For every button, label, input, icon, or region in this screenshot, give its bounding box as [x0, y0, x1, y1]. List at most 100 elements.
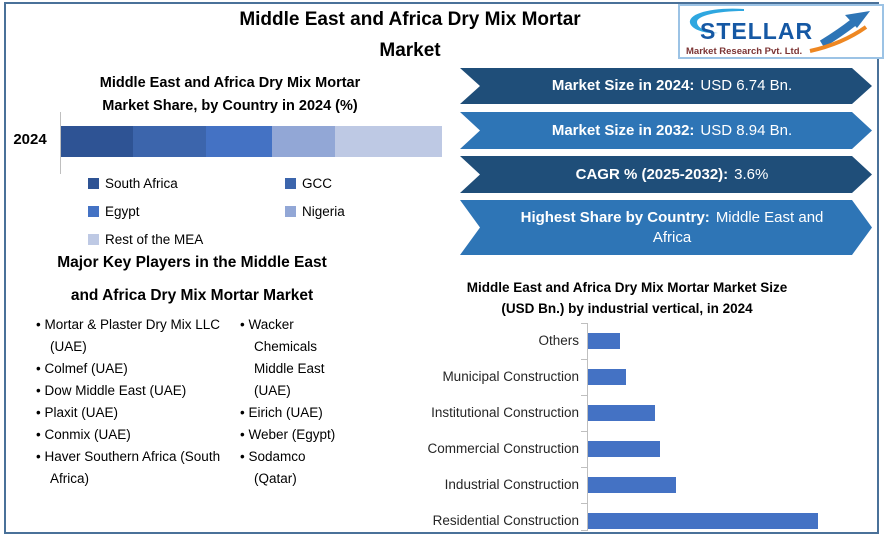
bar — [588, 513, 818, 529]
hbar-chart-title-line2: (USD Bn.) by industrial vertical, in 202… — [501, 301, 753, 316]
page-title-line2: Market — [379, 40, 441, 61]
axis-tick — [581, 530, 588, 531]
stat-banner-text: CAGR % (2025-2032): 3.6% — [576, 165, 769, 185]
logo-subtitle-text: Market Research Pvt. Ltd. — [686, 46, 802, 57]
legend-item: Rest of the MEA — [88, 232, 285, 247]
stat-label: Market Size in 2032: — [551, 121, 695, 139]
stat-value: Middle East and Africa — [652, 209, 824, 246]
hbar-rows: Others Municipal Construction Institutiona… — [373, 323, 881, 539]
legend-swatch-icon — [88, 177, 99, 189]
bar-area — [587, 395, 881, 431]
legend-swatch-icon — [88, 205, 99, 217]
page-title: Middle East and Africa Dry Mix Mortar Ma… — [100, 4, 720, 66]
axis-tick — [581, 467, 588, 468]
bar-row: Commercial Construction — [373, 431, 881, 467]
key-player-item: Plaxit (UAE) — [22, 402, 222, 424]
stat-banner-text: Highest Share by Country: Middle East and… — [500, 208, 844, 247]
stat-label: Market Size in 2024: — [551, 77, 695, 95]
stat-banner-market-size-2024: Market Size in 2024: USD 6.74 Bn. — [460, 68, 872, 104]
legend-swatch-icon — [285, 205, 296, 217]
stat-label: Highest Share by Country: — [520, 209, 710, 226]
key-players-col2: Wacker Chemicals Middle East (UAE)Eirich… — [226, 314, 352, 490]
legend-item: Nigeria — [285, 204, 425, 219]
stacked-chart-title-line2: Market Share, by Country in 2024 (%) — [102, 98, 358, 114]
logo-orange-swoosh — [809, 25, 868, 53]
page-title-line1: Middle East and Africa Dry Mix Mortar — [239, 9, 581, 30]
bar-area — [587, 431, 881, 467]
legend-item: Egypt — [88, 204, 285, 219]
stat-value: USD 8.94 Bn. — [700, 121, 793, 139]
stacked-chart-title: Middle East and Africa Dry Mix Mortar Ma… — [40, 72, 420, 118]
bar-area — [587, 503, 881, 539]
stat-value: 3.6% — [734, 165, 769, 183]
bar-row: Institutional Construction — [373, 395, 881, 431]
key-player-item: Eirich (UAE) — [226, 402, 352, 424]
stacked-legend: South Africa GCC Egypt Nigeria Rest of the M… — [88, 169, 425, 253]
legend-label: Nigeria — [302, 203, 345, 219]
key-player-item: Conmix (UAE) — [22, 424, 222, 446]
bar-row: Municipal Construction — [373, 359, 881, 395]
stacked-segment-nigeria — [272, 126, 336, 157]
stacked-segment-south-africa — [61, 126, 134, 157]
bar-category-label: Residential Construction — [432, 513, 579, 528]
axis-tick — [581, 323, 588, 324]
stacked-chart-category-label: 2024 — [13, 131, 47, 148]
stellar-logo-graphic: STELLAR Market Research Pvt. Ltd. — [686, 8, 870, 57]
bar — [588, 441, 660, 457]
legend-item: GCC — [285, 176, 425, 191]
stacked-chart-axis — [60, 112, 61, 174]
stacked-bar — [61, 126, 442, 157]
bar-category-label: Municipal Construction — [442, 369, 579, 384]
bar-category-label: Commercial Construction — [427, 441, 579, 456]
stat-value: USD 6.74 Bn. — [700, 77, 793, 95]
axis-tick — [581, 395, 588, 396]
bar-area — [587, 323, 881, 359]
key-player-item: Sodamco (Qatar) — [226, 446, 352, 490]
legend-swatch-icon — [285, 177, 296, 189]
key-players-col1: Mortar & Plaster Dry Mix LLC (UAE)Colmef… — [22, 314, 222, 490]
key-players-title: Major Key Players in the Middle East and… — [6, 246, 378, 312]
bar-category-label: Institutional Construction — [431, 405, 579, 420]
stacked-segment-egypt — [205, 126, 273, 157]
key-players-title-line1: Major Key Players in the Middle East — [57, 254, 327, 271]
bar — [588, 369, 626, 385]
stacked-segment-rest-of-the-mea — [335, 126, 442, 157]
hbar-chart-title: Middle East and Africa Dry Mix Mortar Ma… — [373, 277, 881, 319]
stellar-logo: STELLAR Market Research Pvt. Ltd. — [678, 4, 884, 59]
logo-arrow-head-icon — [845, 11, 870, 28]
logo-swoosh — [689, 8, 744, 34]
bar-row: Residential Construction — [373, 503, 881, 539]
axis-tick — [581, 431, 588, 432]
hbar-axis-line — [587, 323, 588, 531]
stat-banner-text: Market Size in 2032: USD 8.94 Bn. — [552, 121, 792, 141]
hbar-chart-title-line1: Middle East and Africa Dry Mix Mortar Ma… — [466, 280, 788, 295]
axis-tick — [581, 359, 588, 360]
bar-area — [587, 359, 881, 395]
bar-row: Industrial Construction — [373, 467, 881, 503]
bar-row: Others — [373, 323, 881, 359]
key-player-item: Wacker Chemicals Middle East (UAE) — [226, 314, 352, 402]
stacked-chart-title-line1: Middle East and Africa Dry Mix Mortar — [99, 75, 361, 91]
bar — [588, 405, 655, 421]
key-player-item: Dow Middle East (UAE) — [22, 380, 222, 402]
bar-category-label: Others — [538, 333, 579, 348]
key-players-title-line2: and Africa Dry Mix Mortar Market — [70, 287, 314, 304]
legend-label: Rest of the MEA — [105, 231, 204, 247]
stat-label: CAGR % (2025-2032): — [575, 165, 729, 183]
hbar-chart-panel: Middle East and Africa Dry Mix Mortar Ma… — [373, 271, 881, 535]
stat-banner-highest-share: Highest Share by Country: Middle East and… — [460, 200, 872, 255]
bar-area — [587, 467, 881, 503]
legend-label: South Africa — [105, 175, 178, 191]
key-player-item: Colmef (UAE) — [22, 358, 222, 380]
stacked-segment-gcc — [133, 126, 206, 157]
legend-label: Egypt — [105, 203, 140, 219]
legend-swatch-icon — [88, 233, 99, 245]
logo-arrow-shaft — [819, 18, 857, 48]
key-player-item: Haver Southern Africa (South Africa) — [22, 446, 222, 490]
stat-banner-market-size-2032: Market Size in 2032: USD 8.94 Bn. — [460, 112, 872, 149]
key-player-item: Mortar & Plaster Dry Mix LLC (UAE) — [22, 314, 222, 358]
key-player-item: Weber (Egypt) — [226, 424, 352, 446]
legend-item: South Africa — [88, 176, 285, 191]
stat-banner-cagr: CAGR % (2025-2032): 3.6% — [460, 156, 872, 193]
